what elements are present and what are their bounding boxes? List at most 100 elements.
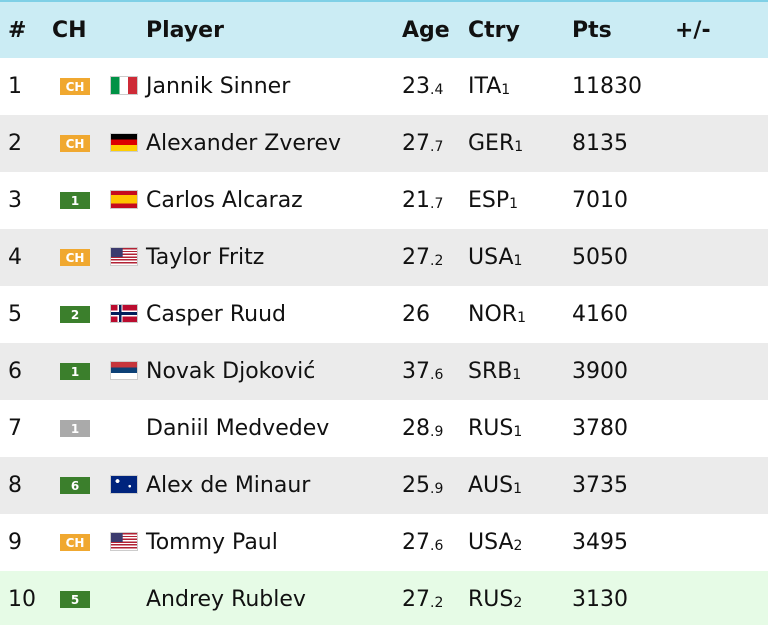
age: 21.7 xyxy=(402,172,443,229)
ch-badge: 5 xyxy=(60,591,90,608)
ch-badge: CH xyxy=(60,135,90,152)
points: 7010 xyxy=(572,188,628,213)
ch-badge: CH xyxy=(60,249,90,266)
age-whole: 27 xyxy=(402,245,430,270)
flag-icon xyxy=(110,532,138,551)
age: 27.2 xyxy=(402,571,443,625)
points: 4160 xyxy=(572,302,628,327)
age-whole: 27 xyxy=(402,587,430,612)
player-name: Casper Ruud xyxy=(146,302,286,327)
age: 27.2 xyxy=(402,229,443,286)
age-fraction: .6 xyxy=(430,537,444,554)
ch-badge: CH xyxy=(60,78,90,95)
ch-badge: CH xyxy=(60,534,90,551)
table-row: 5 2 Casper Ruud 26 NOR 1 4160 xyxy=(0,286,768,343)
age-whole: 21 xyxy=(402,188,430,213)
country-count: 1 xyxy=(512,366,522,383)
points: 3735 xyxy=(572,473,628,498)
table-row: 8 6 Alex de Minaur 25.9 AUS 1 3735 xyxy=(0,457,768,514)
points: 3900 xyxy=(572,359,628,384)
flag-icon xyxy=(110,475,138,494)
rank: 1 xyxy=(8,74,22,99)
flag-icon xyxy=(110,76,138,95)
country-count: 1 xyxy=(517,309,526,326)
age-fraction: .6 xyxy=(430,366,444,383)
age: 28.9 xyxy=(402,400,443,457)
age: 37.6 xyxy=(402,343,443,400)
header-cell: CH xyxy=(52,17,87,43)
age-whole: 23 xyxy=(402,74,430,99)
header-cell: Player xyxy=(146,17,224,43)
ch-badge: 2 xyxy=(60,306,90,323)
rank: 3 xyxy=(8,188,22,213)
age-whole: 28 xyxy=(402,416,430,441)
header-row: # CH Player Age Ctry Pts +/- xyxy=(0,0,768,58)
ch-badge: 1 xyxy=(60,192,90,209)
rank: 2 xyxy=(8,131,22,156)
age-whole: 37 xyxy=(402,359,430,384)
points: 3130 xyxy=(572,587,628,612)
country: GER 1 xyxy=(468,115,523,172)
country-count: 1 xyxy=(514,138,524,155)
ch-badge: 1 xyxy=(60,420,90,437)
player-name: Tommy Paul xyxy=(146,530,278,555)
player-name: Carlos Alcaraz xyxy=(146,188,303,213)
age-fraction: .9 xyxy=(430,480,444,497)
ch-badge: 6 xyxy=(60,477,90,494)
flag-icon xyxy=(110,361,138,380)
player-name: Alexander Zverev xyxy=(146,131,342,156)
header-cell: Pts xyxy=(572,17,612,43)
country: NOR 1 xyxy=(468,286,526,343)
rank: 5 xyxy=(8,302,22,327)
age: 26 xyxy=(402,286,430,343)
header-cell: Ctry xyxy=(468,17,520,43)
country: ESP 1 xyxy=(468,172,518,229)
country-code: GER xyxy=(468,131,515,156)
player-name: Alex de Minaur xyxy=(146,473,311,498)
country: RUS 2 xyxy=(468,571,522,625)
rank: 9 xyxy=(8,530,22,555)
table-row: 3 1 Carlos Alcaraz 21.7 ESP 1 7010 xyxy=(0,172,768,229)
age-fraction: .9 xyxy=(430,423,444,440)
age-whole: 25 xyxy=(402,473,430,498)
country: USA 1 xyxy=(468,229,522,286)
country-code: SRB xyxy=(468,359,513,384)
country-count: 1 xyxy=(513,423,523,440)
header-cell: # xyxy=(8,17,27,43)
country: SRB 1 xyxy=(468,343,521,400)
country-count: 2 xyxy=(513,594,523,611)
age: 25.9 xyxy=(402,457,443,514)
age: 27.6 xyxy=(402,514,443,571)
country-count: 1 xyxy=(509,195,519,212)
country-count: 1 xyxy=(501,81,511,98)
age-fraction: .2 xyxy=(430,594,444,611)
age-fraction: .4 xyxy=(430,81,444,98)
flag-icon xyxy=(110,190,138,209)
rank: 10 xyxy=(8,587,36,612)
country-code: USA xyxy=(468,245,514,270)
age-fraction: .2 xyxy=(430,252,444,269)
country: RUS 1 xyxy=(468,400,522,457)
country-code: AUS xyxy=(468,473,514,498)
rank: 4 xyxy=(8,245,22,270)
table-row: 1 CH Jannik Sinner 23.4 ITA 1 11830 xyxy=(0,58,768,115)
country-code: ESP xyxy=(468,188,510,213)
country-code: USA xyxy=(468,530,514,555)
flag-icon xyxy=(110,133,138,152)
age-fraction: .7 xyxy=(430,195,444,212)
table-row: 10 5 Andrey Rublev 27.2 RUS 2 3130 xyxy=(0,571,768,625)
table-row: 7 1 Daniil Medvedev 28.9 RUS 1 3780 xyxy=(0,400,768,457)
age-whole: 26 xyxy=(402,302,430,327)
flag-icon xyxy=(110,304,138,323)
table-row: 4 CH Taylor Fritz 27.2 USA 1 5050 xyxy=(0,229,768,286)
age-whole: 27 xyxy=(402,131,430,156)
player-name: Taylor Fritz xyxy=(146,245,265,270)
age: 27.7 xyxy=(402,115,443,172)
country-count: 1 xyxy=(513,480,523,497)
table-row: 9 CH Tommy Paul 27.6 USA 2 3495 xyxy=(0,514,768,571)
rank: 8 xyxy=(8,473,22,498)
age-whole: 27 xyxy=(402,530,430,555)
player-name: Daniil Medvedev xyxy=(146,416,330,441)
country-code: NOR xyxy=(468,302,518,327)
